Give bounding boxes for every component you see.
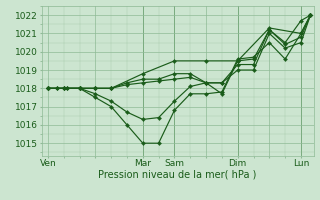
X-axis label: Pression niveau de la mer( hPa ): Pression niveau de la mer( hPa ) [99,170,257,180]
